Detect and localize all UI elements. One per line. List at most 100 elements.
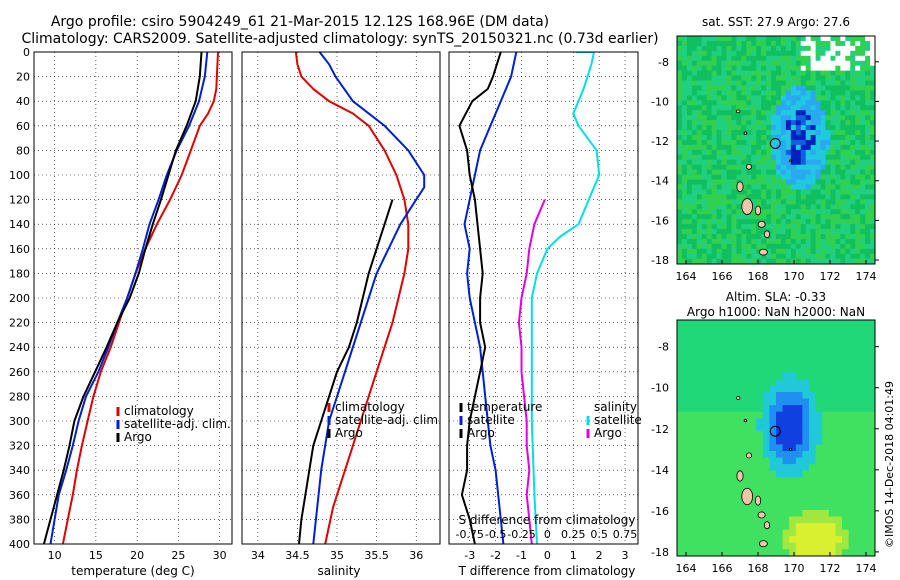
map-cell (756, 55, 762, 62)
difference-panel: -3 -2 -1 0 1 2 3 -0.75 -0.5 -0.25 0 0.25 0.5 0.75 S … (448, 51, 642, 578)
island (745, 163, 753, 170)
map-cell (840, 45, 846, 52)
map-cell (815, 496, 823, 504)
map-cell (743, 536, 751, 544)
map-cell (721, 214, 727, 220)
map-cell (751, 144, 757, 151)
map-cell (855, 125, 861, 131)
map-cell (795, 184, 802, 190)
s-diff-tick-label: -0.25 (507, 528, 535, 541)
map-cell (721, 36, 727, 42)
map-cell (771, 75, 777, 82)
map-cell (691, 248, 698, 255)
map-cell (746, 194, 752, 200)
s-diff-tick-label: 0 (544, 528, 551, 541)
map-cell (756, 179, 762, 185)
map-cell (870, 105, 875, 111)
map-cell (741, 164, 747, 171)
map-cell (683, 424, 691, 432)
map-cell (820, 238, 826, 245)
map-cell (805, 154, 812, 161)
map-cell (726, 179, 732, 185)
map-cell (746, 229, 752, 235)
map-cell (762, 477, 770, 485)
map-cell (729, 378, 737, 386)
map-cell (860, 125, 866, 131)
map-cell (756, 424, 764, 432)
map-cell (771, 234, 777, 240)
map-cell (795, 352, 803, 360)
map-cell (785, 159, 792, 166)
map-cell (776, 516, 784, 524)
map-cell (789, 333, 797, 341)
map-cell (828, 509, 836, 517)
map-cell (751, 174, 757, 181)
map-cell (795, 125, 802, 131)
map-cell (746, 100, 752, 106)
map-cell (820, 45, 826, 52)
map-cell (731, 169, 737, 176)
map-cell (855, 238, 861, 245)
map-cell (726, 164, 732, 171)
map-cell (850, 70, 856, 77)
map-cell (756, 60, 762, 67)
map-cell (828, 483, 836, 491)
map-cell (723, 437, 731, 445)
map-cell (780, 174, 787, 181)
map-cell (729, 385, 737, 393)
map-cell (835, 70, 841, 77)
map-cell (795, 529, 803, 537)
map-cell (776, 179, 782, 185)
map-cell (771, 125, 777, 131)
map-cell (681, 130, 688, 136)
map-cell (865, 149, 871, 156)
map-cell (726, 229, 732, 235)
map-cell (855, 243, 861, 250)
map-cell (780, 179, 787, 185)
map-cell (805, 169, 812, 176)
map-cell (805, 36, 812, 42)
map-cell (780, 139, 787, 146)
map-cell (691, 135, 698, 141)
map-cell (810, 105, 817, 111)
map-cell (830, 194, 836, 200)
map-cell (785, 149, 792, 156)
map-cell (848, 333, 856, 341)
map-cell (710, 365, 718, 373)
map-cell (683, 523, 691, 531)
map-cell (815, 243, 822, 250)
map-cell (830, 199, 836, 205)
map-cell (825, 60, 831, 67)
map-cell (736, 36, 742, 42)
map-cell (721, 50, 727, 57)
map-cell (790, 159, 797, 166)
difference-legend-salinity: salinity satellite Argo (586, 400, 642, 440)
map-cell (729, 549, 737, 556)
map-cell (815, 320, 823, 328)
map-cell (677, 135, 683, 141)
x-tick-label: 20 (130, 549, 144, 562)
map-cell (741, 219, 747, 225)
map-cell (780, 209, 787, 215)
map-cell (701, 174, 708, 181)
map-cell (716, 169, 723, 176)
s-diff-tick-label: -0.5 (485, 528, 506, 541)
map-cell (703, 333, 711, 341)
map-cell (868, 333, 875, 341)
map-cell (790, 179, 797, 185)
map-cell (716, 115, 723, 121)
map-cell (710, 378, 718, 386)
map-cell (842, 509, 850, 517)
map-cell (751, 85, 757, 91)
map-cell (710, 411, 718, 419)
map-cell (710, 444, 718, 452)
map-cell (751, 184, 757, 190)
map-cell (746, 70, 752, 77)
map-cell (691, 219, 698, 225)
map-cell (736, 451, 744, 459)
map-cell (855, 398, 863, 406)
map-cell (855, 372, 863, 380)
map-cell (820, 100, 826, 106)
map-cell (746, 45, 752, 52)
map-cell (840, 60, 846, 67)
